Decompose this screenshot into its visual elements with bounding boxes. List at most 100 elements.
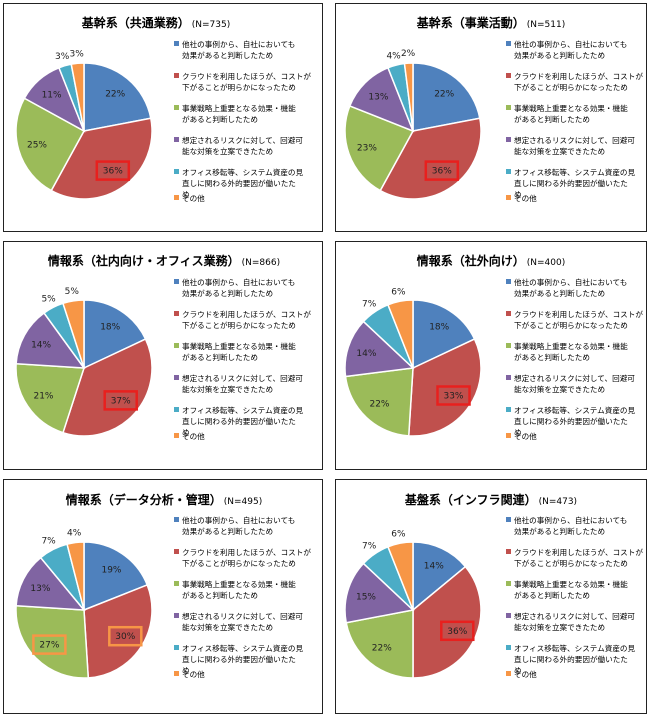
legend-text: 想定されるリスクに対して、回避可 (182, 135, 303, 145)
chart-title-text: 情報系（データ分析・管理） (66, 492, 222, 507)
legend-text: があると判断したため (514, 590, 590, 600)
legend-text: 想定されるリスクに対して、回避可 (182, 611, 303, 621)
legend-swatch (174, 407, 179, 412)
legend-text: 直しに関わる外的要因が働いたた (182, 416, 296, 426)
chart-title: 基幹系（事業活動） (N=511) (416, 15, 566, 30)
legend-text: 想定されるリスクに対して、回避可 (514, 611, 635, 621)
chart-sample-size: (N=473) (539, 497, 577, 507)
chart-sample-size: (N=511) (527, 20, 565, 30)
pie-slice-1 (83, 541, 149, 612)
highlight-box (424, 160, 460, 181)
data-label-2: 37% (111, 396, 131, 406)
legend-text: 下がることが明らかになったため (514, 558, 628, 568)
pie-slice-3 (15, 362, 86, 434)
chart-title-text: 基幹系（共通業務） (81, 15, 190, 30)
pie-slice-6 (70, 62, 85, 132)
chart-title: 情報系（データ分析・管理） (N=495) (66, 492, 263, 507)
pie-slice-3 (344, 367, 414, 437)
data-label-1: 18% (100, 323, 120, 333)
legend-item-6: その他 (506, 193, 537, 203)
data-label-1: 22% (434, 89, 454, 99)
legend-swatch (174, 671, 179, 676)
data-label-3: 22% (369, 400, 389, 410)
legend-text: 他社の事例から、自社においても (182, 515, 295, 525)
legend-text: があると判断したため (514, 352, 590, 362)
legend-swatch (506, 195, 511, 200)
legend-swatch (174, 645, 179, 650)
legend-swatch (506, 375, 511, 380)
legend-text: 能な対策を立案できたため (514, 384, 605, 394)
data-label-4: 15% (356, 592, 376, 602)
chart-title: 情報系（社内向け・オフィス業務） (N=866) (48, 253, 280, 268)
data-label-5: 4% (386, 52, 401, 62)
legend-text: 能な対策を立案できたため (182, 146, 273, 156)
legend-text: 事業戦略上重要となる効果・機能 (514, 579, 628, 589)
highlight-box (436, 385, 471, 406)
legend-swatch (506, 613, 511, 618)
legend-swatch (506, 311, 511, 316)
pie-chart-svg: 情報系（データ分析・管理） (N=495) 19% 30% 27% 13% 7% 4% 他社の事… (15, 492, 311, 679)
pie-chart-svg: 基盤系（インフラ関連） (N=473) 14% 36% 22% 15% 7% 6% 他社の事例か… (344, 492, 643, 679)
legend-text: 事業戦略上重要となる効果・機能 (182, 579, 296, 589)
data-label-2: 30% (115, 632, 135, 642)
pie-slice-6 (62, 299, 85, 369)
legend-text: 効果があると判断したため (514, 50, 605, 60)
highlight-box (32, 634, 67, 655)
legend-item-6: その他 (174, 193, 205, 203)
legend-text: 他社の事例から、自社においても (182, 277, 295, 287)
legend-text: その他 (182, 669, 205, 679)
data-label-3: 23% (357, 144, 377, 154)
chart-title-text: 基盤系（インフラ関連） (404, 492, 537, 507)
legend-swatch (174, 41, 179, 46)
legend-swatch (506, 549, 511, 554)
data-label-1: 22% (105, 89, 125, 99)
legend-text: 他社の事例から、自社においても (182, 39, 295, 49)
legend-swatch (174, 105, 179, 110)
highlight-box (440, 620, 475, 642)
data-label-1: 19% (101, 566, 121, 576)
legend-swatch (506, 105, 511, 110)
highlight-box (95, 160, 131, 181)
legend-text: 下がることが明らかになったため (514, 82, 628, 92)
chart-panel-1: 基幹系（共通業務） (N=735) 22% 36% 25% 11% 3% 3% 他社の事例から、… (3, 3, 323, 232)
legend-text: 下がることが明らかになったため (182, 82, 296, 92)
legend-text: め (182, 428, 190, 437)
data-label-6: 6% (391, 287, 406, 297)
legend-text: 効果があると判断したため (182, 288, 273, 298)
pie-slice-3 (344, 104, 415, 192)
data-label-3: 27% (39, 641, 59, 651)
legend-item-6: その他 (506, 669, 537, 679)
pie-chart-svg: 基幹系（共通業務） (N=735) 22% 36% 25% 11% 3% 3% 他社の事例から、… (15, 15, 311, 203)
legend-swatch (506, 581, 511, 586)
chart-sample-size: (N=400) (527, 258, 565, 268)
legend-text: クラウドを利用したほうが、コストが (182, 309, 311, 319)
data-label-1: 18% (429, 323, 449, 333)
legend-text: その他 (514, 431, 537, 441)
legend-text: オフィス移転等、システム資産の見 (182, 167, 304, 177)
legend-text: クラウドを利用したほうが、コストが (514, 547, 643, 557)
data-label-5: 7% (41, 537, 56, 547)
legend-item-6: その他 (174, 669, 205, 679)
data-label-2: 36% (447, 627, 467, 637)
legend-swatch (174, 517, 179, 522)
pie-slice-1 (412, 299, 476, 370)
legend-text: があると判断したため (182, 352, 258, 362)
pie-slice-4 (344, 562, 415, 624)
